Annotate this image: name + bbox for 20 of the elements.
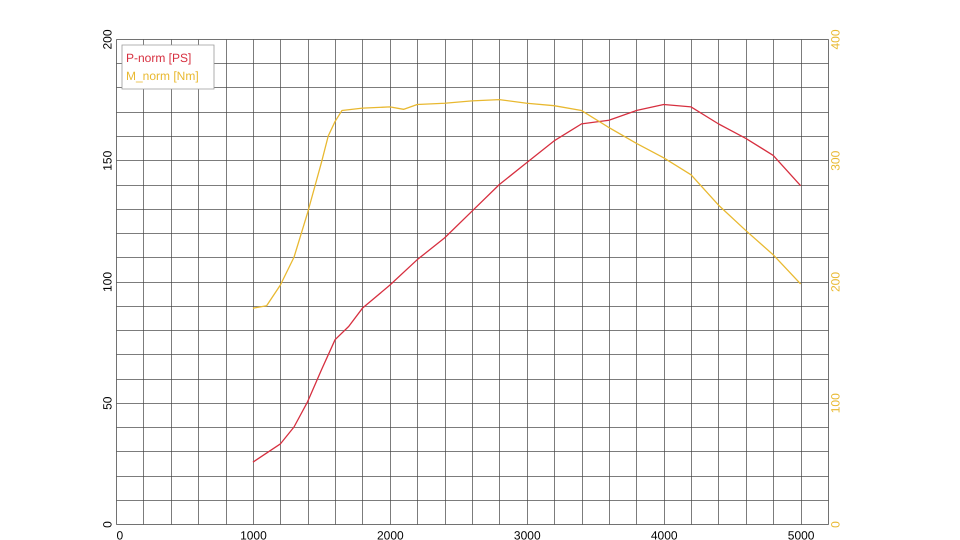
x-tick-label: 4000 — [650, 528, 678, 540]
line-series — [252, 104, 802, 463]
y-tick-label: 150 — [100, 150, 114, 171]
x-tick-label: 2000 — [376, 528, 404, 540]
x-tick-label: 0 — [116, 528, 124, 540]
text: P-norm [PS] — [126, 51, 192, 65]
x-tick-label: 1000 — [240, 528, 268, 540]
x-tick-label: 3000 — [514, 528, 541, 540]
y2-tick-label: 100 — [828, 392, 842, 414]
y2-tick-label: 0 — [828, 520, 842, 528]
y2-tick-label: 300 — [828, 150, 842, 171]
text: M_norm [Nm] — [126, 69, 199, 83]
y-tick-label: 0 — [100, 520, 114, 528]
y2-tick-label: 200 — [828, 272, 842, 292]
y-tick-label: 50 — [100, 396, 114, 410]
y-tick-label: 100 — [100, 272, 114, 292]
x-tick-label: 5000 — [788, 528, 815, 540]
y2-tick-label: 400 — [828, 29, 842, 50]
y-tick-label: 200 — [100, 29, 114, 50]
line-series — [252, 98, 802, 309]
